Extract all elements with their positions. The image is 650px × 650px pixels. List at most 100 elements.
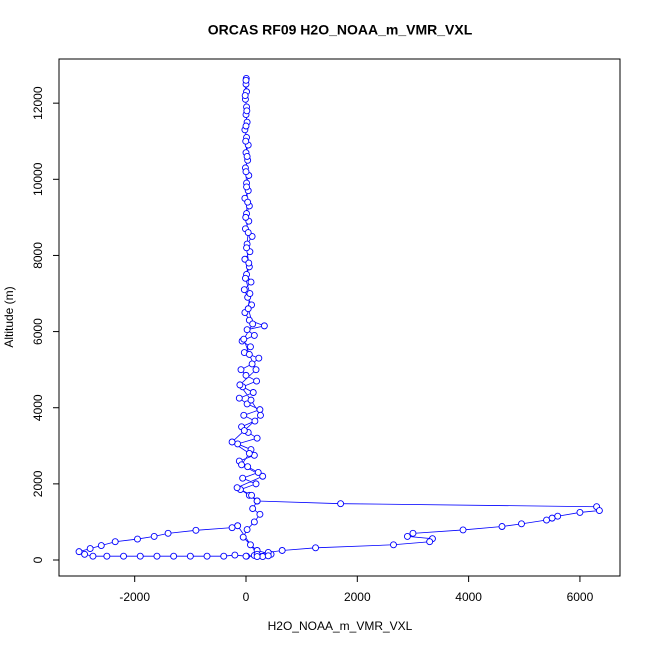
data-point (244, 463, 252, 471)
data-point (548, 514, 556, 522)
data-point (576, 508, 584, 516)
data-point (252, 480, 260, 488)
data-point (238, 461, 245, 469)
data-point (81, 550, 89, 558)
data-point (235, 394, 243, 402)
data-point (242, 213, 250, 221)
data-point (243, 107, 251, 115)
x-tick-label: 0 (243, 590, 250, 604)
data-point (259, 472, 267, 480)
data-point (253, 497, 261, 505)
data-point (247, 396, 255, 404)
x-tick-label: -2000 (119, 590, 150, 604)
data-point (554, 512, 562, 520)
data-point (111, 538, 119, 546)
data-point (75, 548, 83, 556)
data-point (249, 389, 257, 396)
data-point (89, 552, 97, 560)
data-point (250, 518, 258, 526)
data-point (247, 278, 255, 286)
data-point (244, 198, 252, 206)
y-tick-label: 0 (31, 556, 45, 563)
data-point (249, 320, 257, 328)
y-tick-label: 4000 (31, 394, 45, 421)
data-point (256, 406, 264, 414)
data-point (153, 552, 161, 560)
data-point (390, 541, 397, 549)
data-point (228, 438, 236, 446)
data-point (247, 343, 254, 351)
data-point (409, 529, 417, 537)
data-point (150, 532, 158, 540)
data-point (239, 474, 247, 482)
data-point (245, 259, 253, 267)
data-point (237, 366, 245, 374)
data-point (312, 544, 320, 552)
data-point (244, 229, 252, 237)
data-point (242, 552, 250, 560)
data-point (264, 552, 272, 560)
data-point (254, 468, 262, 476)
data-point (242, 122, 250, 130)
data-point (86, 545, 94, 553)
data-point (242, 168, 250, 176)
data-point (240, 411, 248, 419)
data-point (240, 286, 248, 294)
y-tick-label: 6000 (31, 318, 45, 345)
data-point (253, 553, 261, 561)
data-point (170, 552, 178, 560)
data-point (241, 92, 249, 99)
data-point (247, 541, 254, 549)
data-point (164, 529, 172, 537)
data-point (236, 381, 244, 389)
data-point (239, 533, 247, 541)
data-point (426, 538, 434, 546)
data-point (244, 305, 252, 313)
data-point (251, 417, 259, 425)
data-point (249, 505, 257, 513)
data-point (257, 411, 264, 419)
x-axis-label: H2O_NOAA_m_VMR_VXL (268, 619, 413, 633)
data-point (240, 335, 248, 343)
y-tick-label: 12000 (31, 86, 45, 120)
data-point (243, 183, 251, 191)
data-point (241, 274, 249, 282)
data-point (245, 449, 253, 457)
data-point (243, 326, 251, 334)
data-point (255, 354, 263, 362)
y-tick-label: 10000 (31, 162, 45, 196)
x-tick-label: 6000 (567, 590, 594, 604)
data-point (136, 552, 144, 560)
data-point (337, 500, 345, 508)
plot-frame (58, 58, 621, 577)
data-point (518, 520, 525, 528)
data-point (231, 551, 239, 559)
data-point (228, 524, 236, 532)
data-point (243, 244, 251, 252)
y-tick-label: 8000 (31, 242, 45, 269)
data-point (256, 510, 264, 518)
data-point (253, 377, 261, 385)
chart-title: ORCAS RF09 H2O_NOAA_m_VMR_VXL (208, 22, 473, 38)
x-tick-label: 2000 (344, 590, 371, 604)
x-tick-label: 4000 (455, 590, 482, 604)
data-point (246, 290, 254, 297)
data-point (595, 507, 603, 514)
data-point (97, 542, 105, 549)
data-point (278, 547, 286, 554)
data-point (103, 552, 111, 560)
data-point (403, 532, 411, 540)
data-point (220, 552, 228, 560)
data-point (203, 552, 211, 560)
data-point (234, 522, 242, 530)
data-point (120, 552, 128, 560)
y-tick-label: 2000 (31, 470, 45, 497)
y-axis-label: Altitude (m) (2, 286, 16, 347)
data-point (252, 366, 260, 374)
data-point (250, 331, 258, 339)
data-point (242, 371, 250, 379)
data-point (248, 491, 256, 499)
data-point (192, 526, 200, 534)
